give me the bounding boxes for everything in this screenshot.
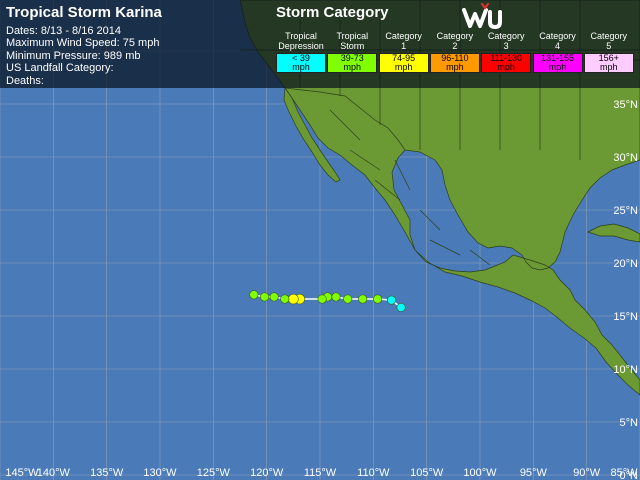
logo-icon bbox=[462, 2, 502, 30]
legend-color-box: 156+ mph bbox=[583, 52, 634, 73]
legend-color-box: < 39 mph bbox=[276, 53, 326, 73]
longitude-label: 125°W bbox=[197, 467, 231, 479]
legend-category-name: Category 2 bbox=[436, 31, 474, 51]
track-point bbox=[331, 292, 341, 302]
mexico-state-borders bbox=[329, 109, 491, 266]
track-point bbox=[358, 294, 368, 304]
track-point bbox=[317, 294, 327, 304]
longitude-label: 95°W bbox=[520, 467, 548, 479]
legend-category: Category 1 74-95 mph bbox=[378, 30, 429, 73]
legend-unit: mph bbox=[394, 62, 413, 72]
legend-range: 111-130 bbox=[490, 52, 523, 63]
latitude-label: 15°N bbox=[613, 311, 638, 323]
longitude-label: 145°W bbox=[5, 467, 39, 479]
latitude-label: 25°N bbox=[613, 205, 638, 217]
storm-deaths: Deaths: bbox=[6, 74, 44, 87]
storm-info: Dates: 8/13 - 8/16 2014 Maximum Wind Spe… bbox=[6, 25, 159, 87]
legend-title: Storm Category bbox=[276, 4, 389, 21]
track-point bbox=[288, 293, 299, 305]
legend-range: < 39 bbox=[292, 52, 310, 63]
longitude-label: 90°W bbox=[573, 467, 601, 479]
latitude-label: 35°N bbox=[613, 99, 638, 111]
legend-range: 156+ bbox=[598, 52, 619, 63]
legend-category: Category 5 156+ mph bbox=[583, 30, 634, 73]
legend-range: 74-95 bbox=[392, 52, 416, 63]
longitude-label: 120°W bbox=[250, 467, 284, 479]
legend-category-name: Category 5 bbox=[590, 31, 628, 51]
longitude-label: 100°W bbox=[463, 467, 497, 479]
category-legend: Tropical Depression < 39 mph Tropical Storm 39… bbox=[276, 30, 634, 74]
legend-unit: mph bbox=[497, 62, 515, 72]
track-point bbox=[260, 292, 270, 302]
baja-california bbox=[283, 87, 341, 183]
storm-min-pressure: Minimum Pressure: 989 mb bbox=[6, 49, 141, 62]
latitude-labels: 35°N 30°N 25°N 20°N 15°N 10°N 5°N 0°N bbox=[613, 99, 638, 480]
track-point bbox=[249, 290, 259, 300]
legend-category-name: Category 4 bbox=[539, 31, 576, 51]
legend-range: 39-73 bbox=[340, 52, 364, 63]
longitude-label: 110°W bbox=[357, 467, 390, 479]
track-point bbox=[396, 303, 406, 313]
latitude-label: 20°N bbox=[613, 258, 638, 270]
storm-track bbox=[249, 290, 406, 313]
longitude-label: 130°W bbox=[143, 467, 177, 479]
storm-max-wind: Maximum Wind Speed: 75 mph bbox=[6, 37, 160, 50]
longitude-label: 115°W bbox=[304, 467, 337, 479]
legend-color-box: 111-130 mph bbox=[481, 52, 532, 73]
info-panel: Tropical Storm Karina Dates: 8/13 - 8/16… bbox=[0, 0, 640, 88]
wunderground-logo bbox=[462, 2, 502, 30]
track-point bbox=[269, 292, 279, 302]
legend-category: Category 2 96-110 mph bbox=[429, 30, 480, 73]
legend-category-name: Category 3 bbox=[487, 31, 525, 51]
track-point bbox=[386, 295, 396, 305]
storm-dates: Dates: 8/13 - 8/16 2014 bbox=[6, 25, 121, 37]
cuba bbox=[587, 223, 640, 243]
longitude-label: 105°W bbox=[410, 467, 444, 479]
us-mexico-border bbox=[284, 87, 406, 151]
legend-unit: mph bbox=[343, 62, 362, 72]
legend-unit: mph bbox=[446, 62, 464, 72]
legend-unit: mph bbox=[600, 62, 618, 72]
legend-category-name: Tropical Storm bbox=[336, 31, 369, 51]
legend-category-name: Tropical Depression bbox=[278, 31, 324, 51]
latitude-label: 0°N bbox=[620, 470, 639, 480]
legend-category-name: Category 1 bbox=[385, 31, 422, 51]
longitude-label: 85°W bbox=[610, 467, 638, 479]
legend-color-box: 39-73 mph bbox=[327, 52, 378, 73]
legend-unit: mph bbox=[292, 62, 310, 72]
longitude-label: 135°W bbox=[90, 467, 124, 479]
legend-range: 96-110 bbox=[441, 52, 469, 63]
legend-range: 131-155 bbox=[540, 52, 575, 63]
legend-unit: mph bbox=[548, 62, 567, 72]
track-point bbox=[280, 294, 290, 304]
legend-color-box: 131-155 mph bbox=[532, 52, 583, 73]
storm-landfall: US Landfall Category: bbox=[6, 62, 114, 75]
latitude-label: 10°N bbox=[613, 364, 638, 376]
storm-title: Tropical Storm Karina bbox=[6, 4, 162, 21]
track-point bbox=[373, 294, 383, 304]
latitude-label: 5°N bbox=[620, 417, 639, 429]
legend-color-box: 74-95 mph bbox=[378, 52, 429, 73]
track-point bbox=[343, 294, 353, 304]
legend-category: Category 3 111-130 mph bbox=[481, 30, 532, 73]
longitude-label: 140°W bbox=[37, 467, 71, 479]
legend-category: Category 4 131-155 mph bbox=[532, 30, 583, 73]
legend-category: Tropical Storm 39-73 mph bbox=[327, 30, 378, 73]
legend-category: Tropical Depression < 39 mph bbox=[276, 30, 326, 73]
legend-color-box: 96-110 mph bbox=[429, 52, 480, 73]
latitude-label: 30°N bbox=[613, 152, 638, 164]
